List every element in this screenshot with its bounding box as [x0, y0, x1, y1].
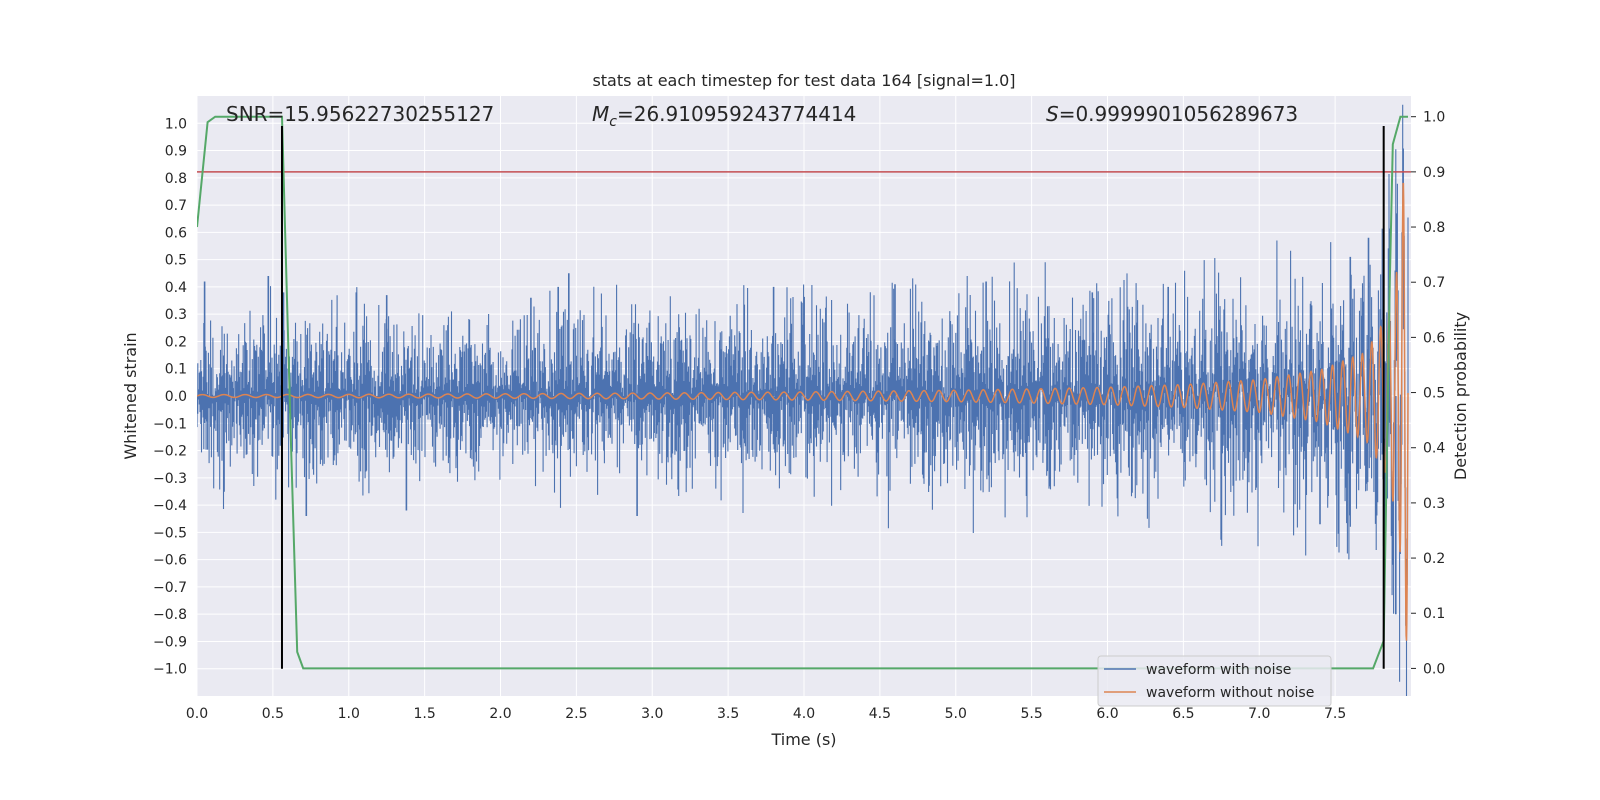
chirp-mass-value: =26.910959243774414	[617, 102, 856, 126]
x-tick-label: 1.0	[338, 706, 360, 722]
x-axis-label: Time (s)	[770, 730, 836, 749]
y-tick-label: 0.5	[165, 253, 187, 269]
y-right-tick-label: 0.6	[1423, 330, 1445, 346]
chirp-mass-subscript: c	[609, 114, 617, 130]
y-tick-label: −0.3	[153, 471, 187, 487]
y-right-tick-label: 1.0	[1423, 110, 1445, 126]
score-value: =0.9999901056289673	[1059, 102, 1298, 126]
x-tick-label: 5.5	[1020, 706, 1042, 722]
y-tick-label: −0.6	[153, 553, 187, 569]
y-right-tick-label: 0.1	[1423, 606, 1445, 622]
x-tick-label: 2.0	[489, 706, 511, 722]
x-tick-label: 3.0	[641, 706, 663, 722]
y-right-tick-label: 0.8	[1423, 220, 1445, 236]
chirp-mass-symbol: M	[592, 102, 609, 126]
y-tick-label: 0.8	[165, 171, 187, 187]
score-symbol: S	[1046, 102, 1059, 126]
event-markers	[280, 126, 1385, 669]
x-tick-label: 4.5	[869, 706, 891, 722]
y-tick-label: 0.3	[165, 307, 187, 323]
y-tick-label: −0.1	[153, 416, 187, 432]
x-tick-label: 7.0	[1248, 706, 1270, 722]
score-annotation: S=0.9999901056289673	[1046, 102, 1298, 126]
y-tick-label: 0.7	[165, 198, 187, 214]
noise-peaks	[203, 237, 1397, 615]
chirp-mass-annotation: Mc=26.910959243774414	[592, 102, 856, 130]
legend-box	[1097, 655, 1332, 707]
y-tick-label: 1.0	[165, 116, 187, 132]
legend: waveform with noise waveform without noi…	[1097, 655, 1332, 707]
x-tick-label: 5.0	[945, 706, 967, 722]
y-right-axis-ticks: 1.0 0.9 0.8 0.7 0.6 0.5 0.4 0.3 0.2 0.1 0.0	[1411, 110, 1445, 677]
y-tick-label: −0.9	[153, 634, 187, 650]
legend-label-waveform-with-noise: waveform with noise	[1146, 662, 1291, 678]
x-tick-label: 4.0	[793, 706, 815, 722]
series-waveform-with-noise	[197, 104, 1409, 696]
x-tick-label: 0.0	[186, 706, 208, 722]
x-tick-label: 6.5	[1172, 706, 1194, 722]
y-tick-label: 0.9	[165, 144, 187, 160]
y-axis-label: Whitened strain	[121, 332, 140, 459]
y-tick-label: 0.0	[165, 389, 187, 405]
x-axis-ticks: 0.0 0.5 1.0 1.5 2.0 2.5 3.0 3.5 4.0 4.5 5.0 5.5 6.0 6…	[186, 706, 1346, 722]
y-tick-label: −0.8	[153, 607, 187, 623]
y-tick-label: −0.7	[153, 580, 187, 596]
y-tick-label: 0.2	[165, 334, 187, 350]
y-axis-ticks: 1.0 0.9 0.8 0.7 0.6 0.5 0.4 0.3 0.2 0.1 0.0 −0.1 −0.…	[153, 116, 187, 677]
series-waveform-without-noise	[197, 182, 1409, 641]
y-right-tick-label: 0.4	[1423, 441, 1445, 457]
y-tick-label: 0.6	[165, 225, 187, 241]
y-right-tick-label: 0.0	[1423, 661, 1445, 677]
x-tick-label: 7.5	[1324, 706, 1346, 722]
series-detection-probability	[197, 115, 1408, 670]
x-tick-label: 3.5	[717, 706, 739, 722]
y-tick-label: −0.5	[153, 525, 187, 541]
legend-label-waveform-without-noise: waveform without noise	[1146, 685, 1314, 701]
snr-annotation: SNR=15.95622730255127	[226, 102, 494, 126]
y-tick-label: −1.0	[153, 662, 187, 678]
y-tick-label: 0.1	[165, 362, 187, 378]
chart-title: stats at each timestep for test data 164…	[592, 71, 1015, 90]
y-right-tick-label: 0.5	[1423, 386, 1445, 402]
y-tick-label: −0.4	[153, 498, 187, 514]
y-tick-label: 0.4	[165, 280, 187, 296]
y-right-axis-label: Detection probability	[1451, 312, 1470, 480]
plot-series	[197, 104, 1411, 696]
y-tick-label: −0.2	[153, 444, 187, 460]
x-tick-label: 0.5	[262, 706, 284, 722]
y-right-tick-label: 0.9	[1423, 165, 1445, 181]
x-tick-label: 1.5	[413, 706, 435, 722]
x-tick-label: 6.0	[1096, 706, 1118, 722]
x-tick-label: 2.5	[565, 706, 587, 722]
y-right-tick-label: 0.3	[1423, 496, 1445, 512]
y-right-tick-label: 0.2	[1423, 551, 1445, 567]
y-right-tick-label: 0.7	[1423, 275, 1445, 291]
